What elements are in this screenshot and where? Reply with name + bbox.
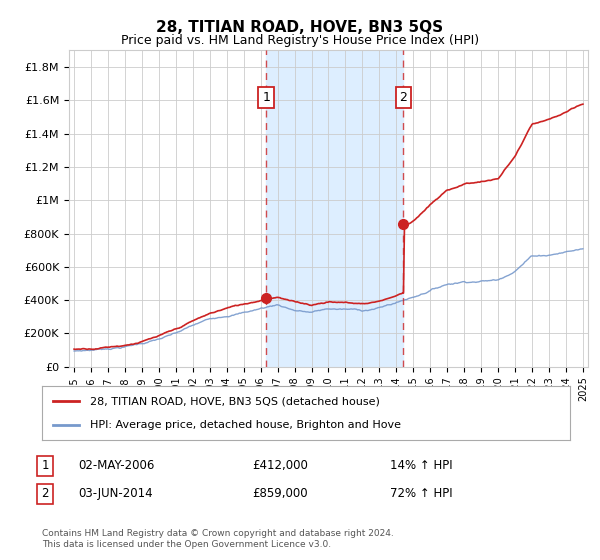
- Text: 02-MAY-2006: 02-MAY-2006: [78, 459, 154, 473]
- Text: £859,000: £859,000: [252, 487, 308, 501]
- Text: 28, TITIAN ROAD, HOVE, BN3 5QS (detached house): 28, TITIAN ROAD, HOVE, BN3 5QS (detached…: [89, 396, 379, 407]
- Text: 28, TITIAN ROAD, HOVE, BN3 5QS: 28, TITIAN ROAD, HOVE, BN3 5QS: [157, 20, 443, 35]
- Text: 2: 2: [400, 91, 407, 104]
- Bar: [266, 50, 403, 367]
- Text: Contains HM Land Registry data © Crown copyright and database right 2024.
This d: Contains HM Land Registry data © Crown c…: [42, 529, 394, 549]
- Text: 14% ↑ HPI: 14% ↑ HPI: [390, 459, 452, 473]
- Text: Price paid vs. HM Land Registry's House Price Index (HPI): Price paid vs. HM Land Registry's House …: [121, 34, 479, 46]
- Text: 1: 1: [41, 459, 49, 473]
- Text: £412,000: £412,000: [252, 459, 308, 473]
- Text: 1: 1: [262, 91, 270, 104]
- Text: 72% ↑ HPI: 72% ↑ HPI: [390, 487, 452, 501]
- Text: 2: 2: [41, 487, 49, 501]
- Text: 03-JUN-2014: 03-JUN-2014: [78, 487, 152, 501]
- Text: HPI: Average price, detached house, Brighton and Hove: HPI: Average price, detached house, Brig…: [89, 419, 401, 430]
